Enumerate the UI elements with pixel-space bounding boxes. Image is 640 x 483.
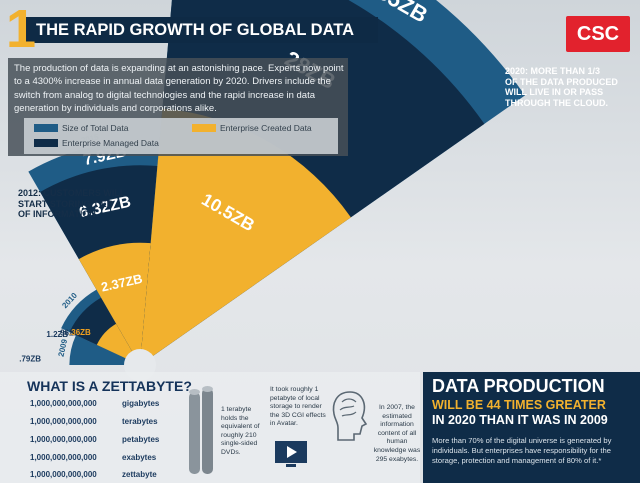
zettabyte-number: 1,000,000,000,000 bbox=[30, 453, 97, 462]
dvd-stack-icon bbox=[189, 386, 213, 474]
fact-avatar: It took roughly 1 petabyte of local stor… bbox=[270, 386, 326, 428]
zettabyte-title: WHAT IS A ZETTABYTE? bbox=[27, 378, 192, 394]
callout-2012-line2: START STORING 1 EB bbox=[18, 198, 114, 209]
callout-2020-line1: 2020: MORE THAN 1/3 bbox=[505, 66, 601, 76]
data-production-body: More than 70% of the digital universe is… bbox=[432, 436, 612, 465]
fact-dvd: 1 terabyte holds the equivalent of rough… bbox=[221, 406, 260, 456]
zettabyte-row: 1,000,000,000,000 zettabyte bbox=[30, 468, 180, 482]
legend: Size of Total Data Enterprise Created Da… bbox=[24, 118, 338, 154]
zettabyte-row: 1,000,000,000,000 terabytes bbox=[30, 415, 180, 429]
page-title: THE RAPID GROWTH OF GLOBAL DATA bbox=[36, 21, 355, 39]
data-label-created-2010: .36ZB bbox=[69, 328, 91, 337]
zettabyte-unit: petabytes bbox=[122, 435, 160, 444]
callout-2012-line3: OF INFORMATION. bbox=[18, 209, 99, 219]
brain-head-icon bbox=[332, 391, 368, 441]
intro-text: The production of data is expanding at a… bbox=[14, 63, 344, 115]
callout-2020-line2: OF THE DATA PRODUCED bbox=[505, 76, 618, 87]
zettabyte-number: 1,000,000,000,000 bbox=[30, 417, 97, 426]
data-production-line2: IN 2020 THAN IT WAS IN 2009 bbox=[432, 413, 608, 427]
wedge-created-2015 bbox=[78, 242, 151, 365]
video-play-icon bbox=[275, 441, 307, 467]
legend-label-total: Size of Total Data bbox=[62, 123, 129, 133]
section-number: 1 bbox=[6, 0, 37, 59]
zettabyte-unit: terabytes bbox=[122, 417, 158, 426]
logo-text: CSC bbox=[576, 23, 620, 45]
csc-logo: CSC bbox=[566, 16, 630, 52]
zettabyte-unit: exabytes bbox=[122, 453, 157, 462]
legend-label-managed: Enterprise Managed Data bbox=[62, 138, 159, 148]
zettabyte-number: 1,000,000,000,000 bbox=[30, 470, 97, 479]
data-label-total-2009: .79ZB bbox=[19, 354, 41, 363]
year-label-2009: 2009 bbox=[57, 338, 70, 358]
zettabyte-number: 1,000,000,000,000 bbox=[30, 399, 97, 408]
legend-swatch-managed bbox=[34, 139, 58, 147]
callout-2012-line1: 2012: CUSTOMERS WILL bbox=[18, 188, 126, 198]
legend-swatch-total bbox=[34, 124, 58, 132]
data-production-line1: WILL BE 44 TIMES GREATER bbox=[432, 398, 606, 412]
zettabyte-number: 1,000,000,000,000 bbox=[30, 435, 97, 444]
data-production-heading: DATA PRODUCTION bbox=[432, 376, 605, 396]
callout-2020: 2020: MORE THAN 1/3 OF THE DATA PRODUCED… bbox=[505, 66, 618, 108]
callout-2020-line4: THROUGH THE CLOUD. bbox=[505, 97, 608, 108]
data-label-managed-2010: .96ZB bbox=[58, 328, 80, 337]
wedge-created-2020 bbox=[140, 108, 351, 366]
data-production-panel bbox=[423, 372, 640, 483]
legend-swatch-created bbox=[192, 124, 216, 132]
callout-2012: 2012: CUSTOMERS WILL START STORING 1 EB … bbox=[18, 188, 125, 220]
zettabyte-unit: zettabyte bbox=[122, 470, 157, 479]
fact-brain: In 2007, the estimated information conte… bbox=[373, 404, 421, 463]
zettabyte-row: 1,000,000,000,000 exabytes bbox=[30, 451, 180, 465]
zettabyte-row: 1,000,000,000,000 gigabytes bbox=[30, 397, 180, 411]
data-label-total-2010: 1.2ZB bbox=[46, 330, 68, 339]
zettabyte-unit: gigabytes bbox=[122, 399, 160, 408]
zettabyte-row: 1,000,000,000,000 petabytes bbox=[30, 433, 180, 447]
callout-2020-line3: WILL LIVE IN OR PASS bbox=[505, 87, 604, 97]
title-bar bbox=[26, 17, 378, 43]
wedge-total-2009 bbox=[69, 335, 140, 365]
legend-label-created: Enterprise Created Data bbox=[220, 123, 312, 133]
